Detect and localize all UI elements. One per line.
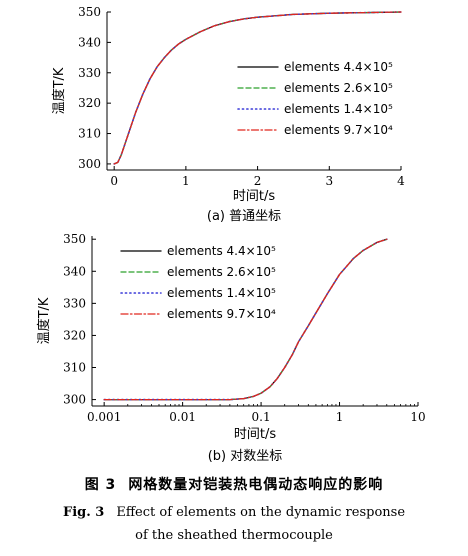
legend-label-4: elements 9.7×10⁴ bbox=[167, 307, 276, 321]
y-axis-label: 温度T/K bbox=[51, 67, 67, 114]
y-tick-label: 330 bbox=[63, 296, 86, 310]
y-tick-label: 300 bbox=[78, 157, 101, 171]
chart-subtitle: (b) 对数坐标 bbox=[208, 449, 283, 464]
x-tick-label: 3 bbox=[325, 174, 333, 188]
y-tick-label: 350 bbox=[78, 5, 101, 19]
figure: 0 1 2 3 4 300 310 320 330 340 350 时间t/s 温度T/K element… bbox=[36, 5, 426, 464]
caption-en-text-2: of the sheathed thermocouple bbox=[135, 528, 333, 543]
caption-en-text-1: Effect of elements on the dynamic respon… bbox=[116, 505, 406, 520]
x-tick-label: 10 bbox=[410, 410, 425, 424]
x-axis-label: 时间t/s bbox=[234, 427, 276, 442]
legend-label-1: elements 4.4×10⁵ bbox=[284, 60, 393, 74]
x-axis-label: 时间t/s bbox=[233, 189, 275, 204]
legend-label-4: elements 9.7×10⁴ bbox=[284, 123, 393, 137]
y-tick-label: 340 bbox=[78, 35, 101, 49]
y-tick-label: 330 bbox=[78, 66, 101, 80]
legend-label-3: elements 1.4×10⁵ bbox=[167, 286, 276, 300]
y-tick-label: 320 bbox=[78, 96, 101, 110]
x-tick-label: 1 bbox=[336, 410, 344, 424]
x-tick-label: 0.001 bbox=[87, 410, 121, 424]
caption-en-label: Fig. 3 bbox=[62, 505, 105, 520]
x-tick-label: 0 bbox=[110, 174, 118, 188]
x-tick-label: 0.01 bbox=[169, 410, 196, 424]
y-tick-label: 350 bbox=[63, 232, 86, 246]
y-tick-label: 310 bbox=[78, 127, 101, 141]
chart-b: 0.001 0.01 0.1 1 10 300 310 320 330 340 350 时间t/s 温度… bbox=[36, 232, 426, 464]
x-tick-label: 0.1 bbox=[252, 410, 271, 424]
x-tick-label: 4 bbox=[397, 174, 405, 188]
chart-subtitle: (a) 普通坐标 bbox=[207, 209, 281, 224]
x-tick-label: 1 bbox=[182, 174, 190, 188]
y-tick-label: 320 bbox=[63, 328, 86, 342]
series-line-4 bbox=[103, 238, 388, 401]
caption-cn-text: 网格数量对铠装热电偶动态响应的影响 bbox=[128, 477, 384, 493]
y-tick-label: 300 bbox=[63, 393, 86, 407]
y-tick-label: 310 bbox=[63, 361, 86, 375]
caption-cn-label: 图 3 bbox=[84, 477, 117, 493]
caption-en-line1: Fig. 3 Effect of elements on the dynamic … bbox=[0, 505, 468, 520]
y-tick-label: 340 bbox=[63, 264, 86, 278]
legend-label-3: elements 1.4×10⁵ bbox=[284, 102, 393, 116]
x-tick-label: 2 bbox=[254, 174, 262, 188]
legend-label-2: elements 2.6×10⁵ bbox=[284, 81, 393, 95]
y-axis-label: 温度T/K bbox=[36, 297, 52, 344]
caption-cn: 图 3 网格数量对铠装热电偶动态响应的影响 bbox=[0, 474, 468, 494]
caption-en-line2: of the sheathed thermocouple bbox=[0, 528, 468, 543]
legend-label-2: elements 2.6×10⁵ bbox=[167, 265, 276, 279]
legend-label-1: elements 4.4×10⁵ bbox=[167, 244, 276, 258]
series-line-4 bbox=[113, 11, 402, 165]
chart-a: 0 1 2 3 4 300 310 320 330 340 350 时间t/s 温度T/K element… bbox=[51, 5, 405, 224]
